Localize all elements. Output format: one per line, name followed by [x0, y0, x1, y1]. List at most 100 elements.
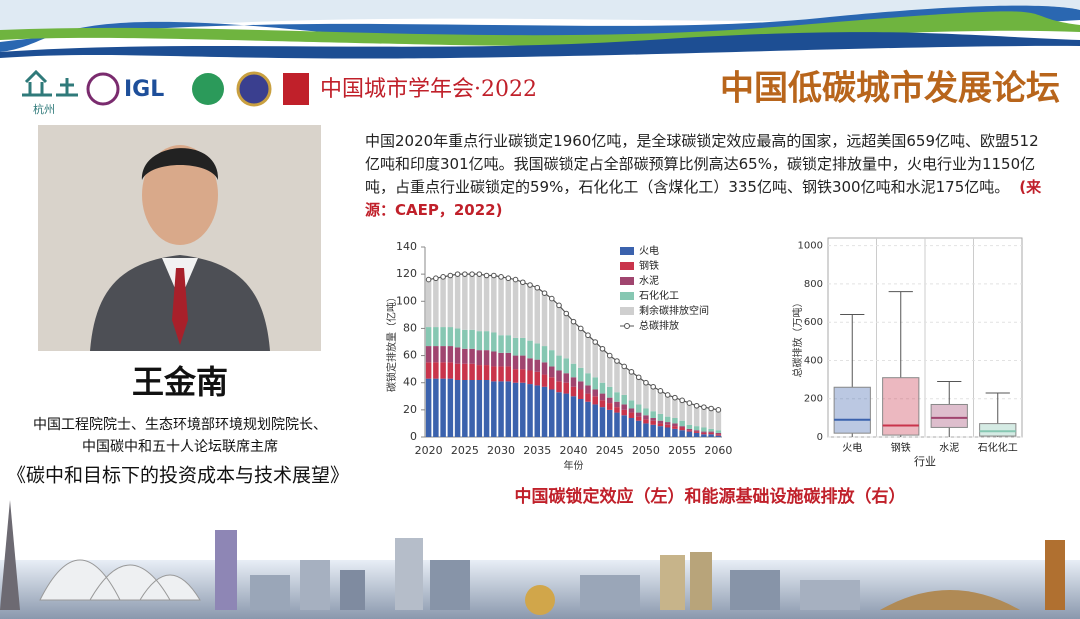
- bar-segment: [520, 282, 526, 338]
- bar-segment: [657, 390, 664, 414]
- total-point: [621, 363, 628, 370]
- bar-segment: [693, 426, 700, 431]
- bar-segment: [512, 382, 519, 437]
- bar-segment: [483, 380, 490, 437]
- bar-segment: [708, 434, 714, 437]
- bar-segment: [512, 337, 519, 356]
- bar-segment: [534, 343, 541, 360]
- total-point: [519, 279, 526, 286]
- bar-segment: [693, 431, 700, 433]
- bar-segment: [701, 432, 707, 435]
- bar-segment: [563, 358, 570, 374]
- x-axis-label: 行业: [914, 455, 936, 468]
- logos: 杭州 IGL 中国城市学年会·2022 中国低碳城市发展论坛: [22, 69, 1060, 116]
- bar-segment: [520, 355, 526, 370]
- bar-segment: [498, 276, 504, 336]
- x-axis-label: 年份: [564, 459, 584, 472]
- bar-segment: [527, 340, 533, 359]
- bar-segment: [469, 274, 475, 330]
- bar-segment: [577, 381, 584, 390]
- event-name: 中国城市学年会·2022: [320, 77, 537, 102]
- bar-segment: [686, 430, 693, 432]
- bar-segment: [628, 371, 635, 401]
- bar-segment: [657, 420, 664, 424]
- bar-segment: [585, 393, 591, 402]
- legend-label: 水泥: [639, 274, 659, 287]
- body-paragraph: 中国2020年重点行业碳锁定1960亿吨，是全球碳锁定效应最高的国家，远超美国6…: [365, 132, 1039, 196]
- bar-segment: [454, 328, 461, 348]
- total-point: [672, 394, 678, 401]
- bar-segment: [541, 346, 548, 363]
- bar-segment: [715, 432, 722, 435]
- x-tick-label: 石化化工: [978, 441, 1018, 454]
- bar-segment: [672, 428, 678, 437]
- total-point: [498, 274, 504, 280]
- speaker-title: 中国碳中和五十人论坛联席主席: [82, 439, 278, 455]
- total-point: [527, 282, 533, 288]
- bar-segment: [621, 404, 627, 410]
- bar-segment: [454, 363, 461, 380]
- total-point: [454, 271, 461, 277]
- bar-segment: [614, 401, 620, 408]
- bar-segment: [447, 362, 454, 379]
- bar-segment: [628, 418, 635, 437]
- bar-segment: [672, 397, 678, 418]
- bar-segment: [635, 420, 642, 437]
- bar-segment: [440, 378, 446, 437]
- bar-segment: [425, 346, 432, 363]
- y-tick-label: 20: [403, 403, 417, 416]
- bar-segment: [549, 298, 555, 351]
- bar-segment: [563, 393, 570, 437]
- bar-segment: [541, 293, 548, 347]
- x-tick-label: 2025: [451, 444, 479, 457]
- bar-segment: [425, 327, 432, 347]
- bar-segment: [491, 351, 497, 367]
- bar-segment: [621, 415, 627, 437]
- bar-segment: [635, 412, 642, 417]
- total-point: [686, 400, 693, 406]
- bar-segment: [447, 346, 454, 363]
- bar-segment: [708, 431, 714, 433]
- bar-segment: [534, 385, 541, 437]
- bar-segment: [577, 399, 584, 437]
- bar-segment: [483, 331, 490, 351]
- total-point: [476, 271, 483, 277]
- x-tick-label: 水泥: [939, 441, 959, 454]
- y-tick-label: 400: [804, 355, 823, 366]
- bar-segment: [541, 374, 548, 387]
- bar-segment: [664, 427, 671, 437]
- x-tick-label: 2020: [415, 444, 443, 457]
- bar-segment: [614, 412, 620, 437]
- box: [979, 423, 1017, 437]
- bar-segment: [715, 409, 722, 431]
- total-point: [693, 402, 700, 409]
- bar-segment: [614, 407, 620, 413]
- total-point: [505, 275, 512, 282]
- bar-segment: [599, 393, 606, 401]
- bar-segment: [512, 369, 519, 383]
- bar-segment: [664, 422, 671, 425]
- bar-segment: [643, 423, 649, 437]
- bar-segment: [635, 404, 642, 413]
- legend-swatch: [624, 323, 630, 329]
- bar-segment: [469, 380, 475, 437]
- bar-segment: [476, 365, 483, 380]
- bar-segment: [476, 331, 483, 351]
- y-tick-label: 60: [403, 349, 417, 362]
- total-point: [592, 339, 599, 345]
- bar-segment: [672, 426, 678, 429]
- bar-segment: [454, 347, 461, 364]
- total-point: [708, 405, 714, 412]
- bar-segment: [599, 348, 606, 383]
- bar-segment: [498, 352, 504, 367]
- bar-segment: [592, 404, 598, 437]
- legend-label: 总碳排放: [639, 319, 679, 332]
- bar-segment: [635, 416, 642, 421]
- bar-segment: [643, 415, 649, 420]
- bar-segment: [592, 396, 598, 405]
- bar-segment: [534, 359, 541, 372]
- bar-segment: [527, 285, 533, 341]
- bar-segment: [483, 365, 490, 380]
- seal-logo: [236, 71, 272, 107]
- bar-segment: [498, 366, 504, 382]
